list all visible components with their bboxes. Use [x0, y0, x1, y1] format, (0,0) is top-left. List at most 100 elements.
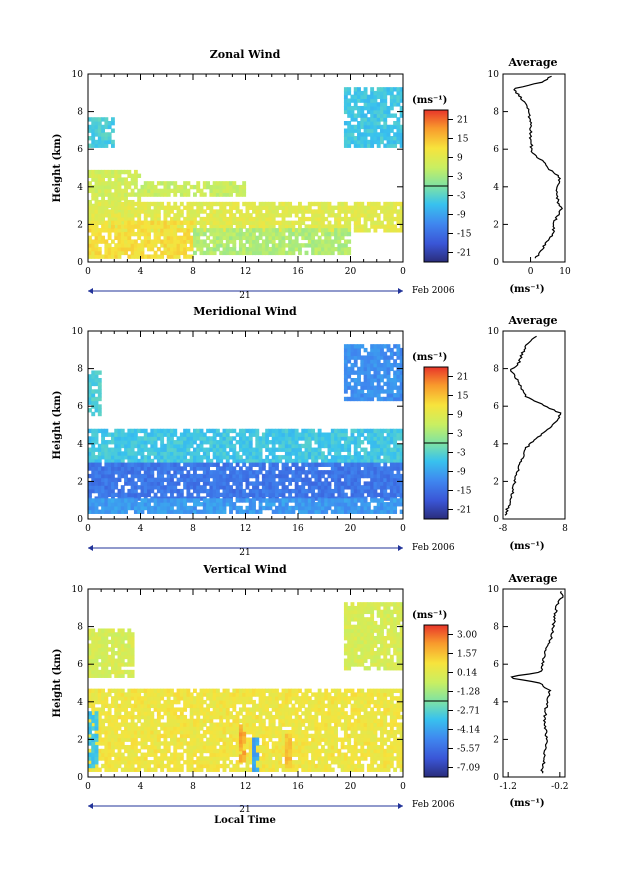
- vertical-wind-cell: [350, 624, 355, 630]
- zonal-wind-cell: [176, 239, 181, 244]
- zonal-wind-cell: [396, 139, 401, 145]
- zonal-wind-cell: [179, 239, 184, 244]
- meridional-wind-cell: [176, 462, 181, 467]
- zonal-wind-cell: [186, 231, 191, 237]
- meridional-wind-cell: [163, 477, 168, 482]
- meridional-wind-cell: [143, 477, 148, 482]
- vertical-wind-cell: [130, 654, 135, 660]
- vertical-wind-cell: [88, 733, 92, 739]
- vertical-wind-cell: [117, 741, 122, 746]
- vertical-wind-cell: [120, 643, 125, 648]
- vertical-wind-cell: [386, 643, 391, 648]
- vertical-wind-cell: [124, 632, 128, 637]
- meridional-wind-cell: [298, 443, 302, 449]
- meridional-wind-cell: [343, 347, 348, 353]
- meridional-wind-cell: [301, 509, 306, 514]
- meridional-wind-cell: [117, 432, 122, 437]
- meridional-wind-cell: [347, 440, 352, 445]
- vertical-wind-cell: [104, 696, 109, 701]
- vertical-wind-cell: [97, 722, 102, 727]
- meridional-wind-cell: [399, 359, 403, 364]
- vertical-wind-cell: [360, 643, 365, 648]
- zonal-wind-cell: [150, 181, 155, 186]
- zonal-wind-cell: [307, 216, 312, 222]
- meridional-wind-cell: [265, 455, 270, 460]
- meridional-wind-cell: [127, 502, 132, 507]
- vertical-wind-cell: [343, 613, 348, 618]
- zonal-wind-cell: [88, 201, 92, 207]
- meridional-wind-cell: [327, 462, 332, 467]
- vertical-wind-cell: [127, 673, 132, 678]
- zonal-wind-cell: [389, 220, 394, 225]
- zonal-wind-cell: [183, 246, 188, 252]
- meridional-wind-cell: [278, 443, 283, 449]
- meridional-wind-cell: [373, 473, 378, 479]
- meridional-wind-cell: [114, 505, 119, 511]
- zonal-wind-cell: [97, 143, 102, 148]
- meridional-wind-cell: [114, 502, 119, 507]
- zonal-wind-cell: [104, 201, 109, 207]
- zonal-wind-cell: [133, 246, 138, 252]
- meridional-wind-cell: [268, 447, 273, 452]
- zonal-wind-cell: [97, 169, 102, 175]
- meridional-wind-cell: [380, 477, 384, 482]
- vertical-wind-cell: [101, 654, 106, 660]
- zonal-wind-cell: [140, 201, 145, 207]
- meridional-wind-cell: [124, 509, 128, 514]
- zonal-wind-cell: [143, 216, 148, 222]
- meridional-wind-cell: [376, 385, 381, 390]
- zonal-wind-cell: [133, 239, 138, 244]
- meridional-wind-cell: [97, 502, 102, 507]
- meridional-wind-cell: [343, 374, 348, 379]
- meridional-wind-cell: [150, 440, 155, 445]
- zonal-wind-cell: [114, 201, 119, 207]
- zonal-wind-average-line: [513, 75, 563, 259]
- zonal-wind-cell: [97, 239, 102, 244]
- vertical-wind-cell: [143, 767, 148, 772]
- meridional-wind-cell: [94, 488, 99, 494]
- meridional-wind-cell: [396, 502, 401, 507]
- meridional-wind-cell: [245, 428, 250, 434]
- meridional-wind-cell: [186, 505, 191, 511]
- meridional-wind-cell: [88, 440, 92, 445]
- zonal-wind-cell: [124, 239, 128, 244]
- meridional-wind-cell: [327, 440, 332, 445]
- zonal-wind-cell: [225, 243, 230, 248]
- zonal-wind-cell: [380, 105, 384, 111]
- meridional-wind-cell: [225, 492, 230, 498]
- zonal-wind-cell: [366, 216, 371, 222]
- zonal-wind-cell: [376, 90, 381, 96]
- zonal-wind-cell: [196, 181, 201, 186]
- meridional-wind-cell: [324, 505, 329, 511]
- meridional-wind-cell: [222, 451, 227, 456]
- zonal-wind-cell: [212, 224, 217, 229]
- zonal-wind-cell: [383, 216, 388, 222]
- meridional-wind-cell: [340, 432, 345, 437]
- vertical-wind-cell: [114, 714, 119, 720]
- meridional-wind-cell: [350, 470, 355, 475]
- meridional-wind-cell: [88, 385, 92, 390]
- meridional-wind-cell: [383, 470, 388, 475]
- meridional-wind-cell: [163, 498, 168, 503]
- meridional-wind-cell: [199, 458, 204, 464]
- meridional-wind-cell: [366, 428, 371, 434]
- vertical-wind-cell: [399, 632, 403, 637]
- meridional-wind-cell: [130, 488, 135, 494]
- zonal-wind-cell: [97, 250, 102, 256]
- vertical-wind-cell: [101, 688, 106, 693]
- meridional-wind-cell: [265, 436, 270, 441]
- meridional-wind-cell: [104, 492, 109, 498]
- vertical-wind-cell: [393, 662, 398, 667]
- zonal-wind-ytick-label: 4: [77, 183, 83, 193]
- zonal-wind-cell: [127, 243, 132, 248]
- meridional-wind-cell: [376, 477, 381, 482]
- vertical-wind-cell: [376, 624, 381, 630]
- meridional-wind-cell: [386, 470, 391, 475]
- meridional-wind-cell: [311, 473, 316, 479]
- zonal-wind-cell: [104, 121, 109, 126]
- zonal-wind-colorbar-tick-label: 15: [457, 135, 469, 145]
- meridional-wind-cell: [104, 509, 109, 514]
- meridional-wind-cell: [206, 481, 211, 486]
- zonal-wind-cell: [110, 228, 115, 233]
- meridional-wind-cell: [97, 477, 102, 482]
